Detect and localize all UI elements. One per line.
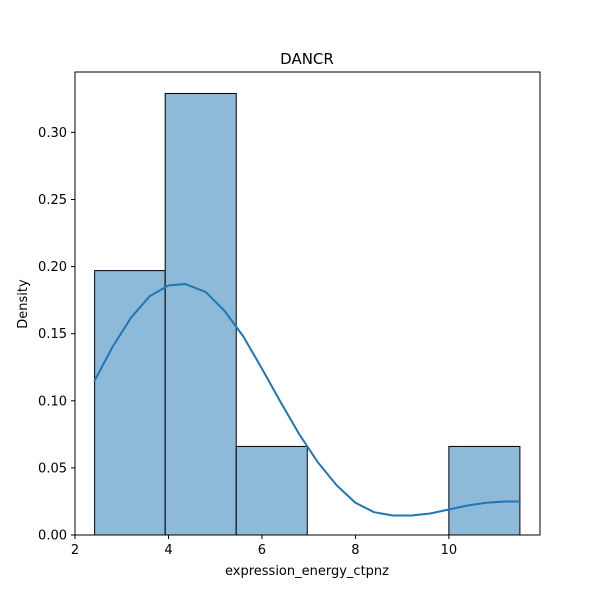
x-tick-label: 6 — [258, 543, 266, 558]
y-tick-label: 0.05 — [38, 461, 67, 476]
axes-layer: 2 4 6 8 10 0.00 0.05 0.10 0.15 0.20 0.25 0.30 — [38, 71, 541, 558]
bars-layer — [94, 92, 521, 536]
chart-title: DANCR — [280, 50, 334, 68]
y-tick-label: 0.20 — [38, 260, 67, 275]
x-tick-label: 4 — [164, 543, 172, 558]
kde-curve — [93, 283, 521, 517]
y-tick-label: 0.25 — [38, 193, 67, 208]
y-tick-label: 0.00 — [38, 529, 67, 544]
x-axis-title: expression_energy_ctpnz — [225, 564, 389, 579]
histogram-bar-2 — [235, 445, 308, 536]
y-tick-label: 0.10 — [38, 394, 67, 409]
x-tick-label: 2 — [71, 543, 79, 558]
kde-layer — [93, 283, 521, 517]
histogram-bar-1 — [164, 92, 237, 536]
histogram-bar-0 — [94, 270, 166, 536]
x-tick-label: 8 — [351, 543, 359, 558]
x-tick-label: 10 — [441, 543, 458, 558]
histogram-bar-5 — [448, 445, 521, 536]
y-tick-label: 0.15 — [38, 327, 67, 342]
y-tick-label: 0.30 — [38, 126, 67, 141]
plot-frame — [74, 71, 541, 536]
y-axis-title: Density — [16, 279, 31, 329]
